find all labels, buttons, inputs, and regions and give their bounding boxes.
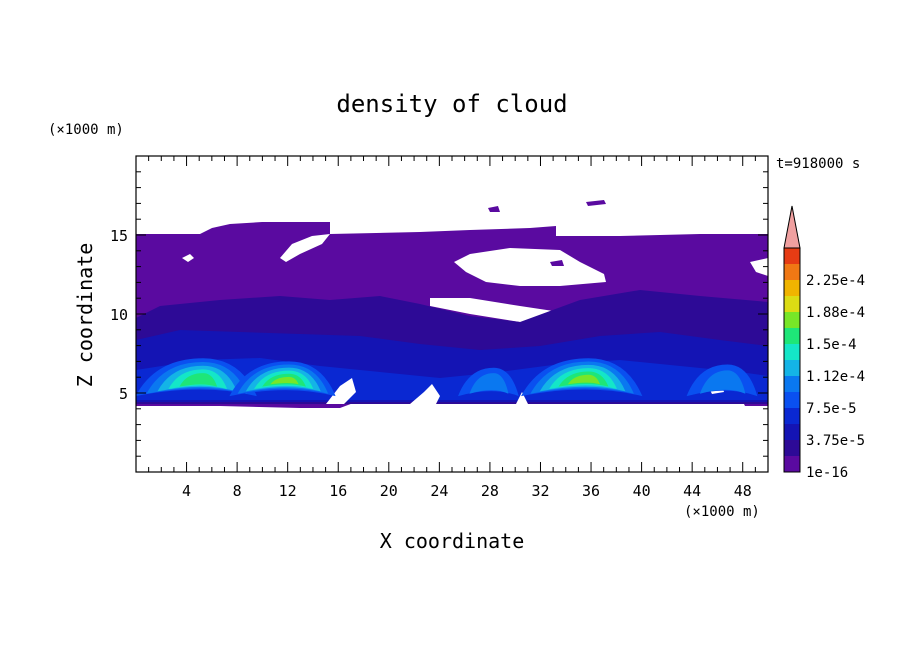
colorbar-swatch (784, 248, 800, 264)
colorbar-swatch (784, 280, 800, 296)
colorbar: 1e-16 3.75e-5 7.5e-5 1.12e-4 1.5e-4 1.88e-4 2.… (783, 205, 865, 481)
clear-region-4 (182, 254, 194, 262)
x-tick-label: 40 (633, 482, 651, 500)
time-label: t=918000 s (776, 156, 860, 172)
clear-notch-3 (516, 392, 528, 404)
x-tick-label: 24 (430, 482, 448, 500)
x-tick-label: 4 (182, 482, 191, 500)
colorbar-swatch (784, 328, 800, 344)
x-tick-label: 20 (380, 482, 398, 500)
colorbar-swatch (784, 456, 800, 472)
y-tick-label: 5 (119, 385, 128, 403)
clear-region-5 (750, 258, 768, 276)
cloud-fragment-1 (488, 206, 500, 212)
colorbar-swatch (784, 296, 800, 312)
cloud-fragment-3 (550, 260, 564, 266)
x-ticks: 4 8 12 16 20 24 28 32 36 40 44 48 (148, 156, 756, 500)
chart-title: density of cloud (336, 90, 567, 118)
core-5-contour-2 (699, 370, 746, 394)
x-tick-label: 8 (233, 482, 242, 500)
colorbar-label: 2.25e-4 (806, 273, 865, 289)
colorbar-label: 1.12e-4 (806, 369, 865, 385)
colorbar-frame (783, 247, 801, 473)
colorbar-swatch (784, 440, 800, 456)
y-tick-label: 15 (110, 227, 128, 245)
x-axis-label: X coordinate (380, 529, 525, 553)
x-tick-label: 12 (279, 482, 297, 500)
colorbar-swatch (784, 312, 800, 328)
y-tick-label: 10 (110, 306, 128, 324)
colorbar-swatch (784, 344, 800, 360)
core-1-contour-5 (179, 373, 218, 387)
y-ticks: 5 10 15 (110, 171, 768, 457)
colorbar-swatch (784, 360, 800, 376)
colorbar-swatch (784, 376, 800, 392)
y-unit-label: (×1000 m) (48, 122, 124, 138)
colorbar-label: 7.5e-5 (806, 401, 857, 417)
x-tick-label: 16 (329, 482, 347, 500)
clear-region-1 (280, 234, 330, 262)
core-2-contour-6 (270, 376, 299, 385)
colorbar-label: 1.5e-4 (806, 337, 857, 353)
clear-notch-1 (326, 378, 356, 404)
core-4-contour-6 (567, 374, 600, 385)
clear-notch-2 (410, 384, 440, 404)
x-tick-label: 44 (683, 482, 701, 500)
x-tick-label: 36 (582, 482, 600, 500)
x-tick-label: 48 (734, 482, 752, 500)
x-tick-label: 28 (481, 482, 499, 500)
colorbar-label: 1.88e-4 (806, 305, 865, 321)
colorbar-label: 1e-16 (806, 465, 848, 481)
convective-cores (136, 358, 758, 397)
colorbar-extend-arrow (783, 205, 801, 249)
colorbar-label: 3.75e-5 (806, 433, 865, 449)
core-3-contour-2 (469, 373, 509, 394)
colorbar-swatch (784, 408, 800, 424)
y-axis-label: Z coordinate (73, 243, 97, 388)
colorbar-swatch (784, 264, 800, 280)
clear-region-2 (454, 248, 606, 286)
cloud-fragment-2 (586, 200, 606, 206)
colorbar-swatch (784, 392, 800, 408)
colorbar-swatch (784, 424, 800, 440)
x-tick-label: 32 (531, 482, 549, 500)
x-unit-label: (×1000 m) (684, 504, 760, 520)
